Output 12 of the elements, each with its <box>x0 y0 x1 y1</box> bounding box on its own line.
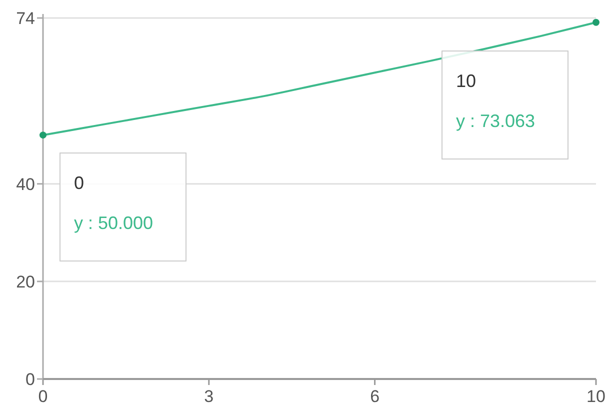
y-tick-label: 74 <box>16 9 35 28</box>
annotation: 0 y : 50.000 <box>74 173 154 233</box>
x-tick-label: 0 <box>38 387 48 406</box>
x-tick-label: 3 <box>204 387 214 406</box>
y-tick-label: 20 <box>16 272 35 292</box>
x-tick-label: 10 <box>586 387 606 406</box>
x-tick-label: 6 <box>370 387 380 406</box>
y-tick-label: 40 <box>16 174 35 194</box>
annotation: 10 y : 73.063 <box>456 71 536 131</box>
tooltip-box: 0 y : 50.000 <box>60 152 186 262</box>
tooltip-box: 10 y : 73.063 <box>442 50 568 160</box>
y-tick-label: 0 <box>26 370 35 389</box>
